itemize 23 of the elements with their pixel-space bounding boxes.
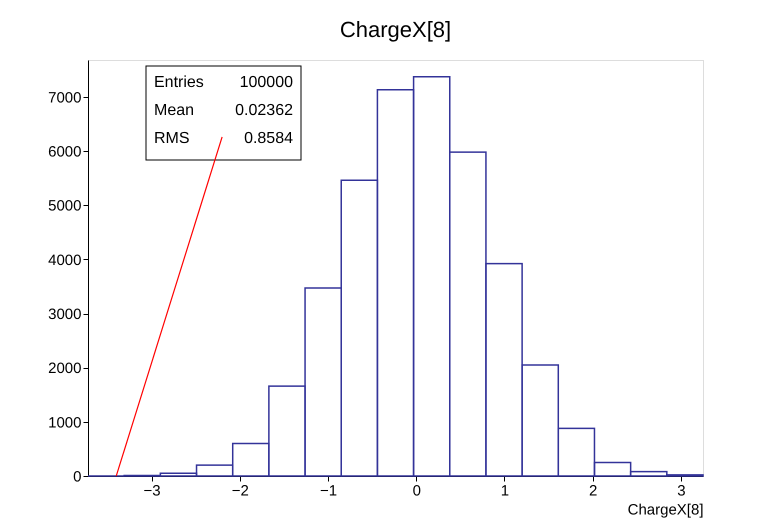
x-tick-label: −3	[143, 482, 161, 500]
annotation: 0.02362	[235, 102, 294, 119]
annotation: 100000	[240, 74, 294, 91]
x-tick-label: 3	[677, 482, 686, 500]
y-tick-label: 3000	[48, 306, 82, 323]
chart-title: ChargeX[8]	[340, 17, 452, 42]
y-tick-label: 2000	[48, 360, 82, 378]
y-tick-label: 7000	[48, 89, 82, 106]
x-tick-label: 2	[589, 482, 598, 500]
y-tick-label: 6000	[48, 144, 82, 160]
y-tick-label: 0	[73, 468, 82, 486]
x-tick-label: −1	[320, 482, 338, 500]
annotation: Entries	[154, 74, 204, 91]
x-tick-label: 1	[500, 482, 510, 500]
annotation: 0.8584	[244, 130, 294, 147]
x-tick-label: −2	[232, 482, 249, 500]
y-tick-label: 4000	[48, 252, 82, 269]
annotation: Mean	[154, 102, 194, 119]
y-tick-label: 1000	[48, 414, 82, 432]
y-tick-label: 5000	[48, 198, 82, 215]
x-axis-title: ChargeX[8]	[628, 502, 704, 518]
annotation: RMS	[154, 130, 190, 147]
x-tick-label: 0	[412, 482, 421, 500]
